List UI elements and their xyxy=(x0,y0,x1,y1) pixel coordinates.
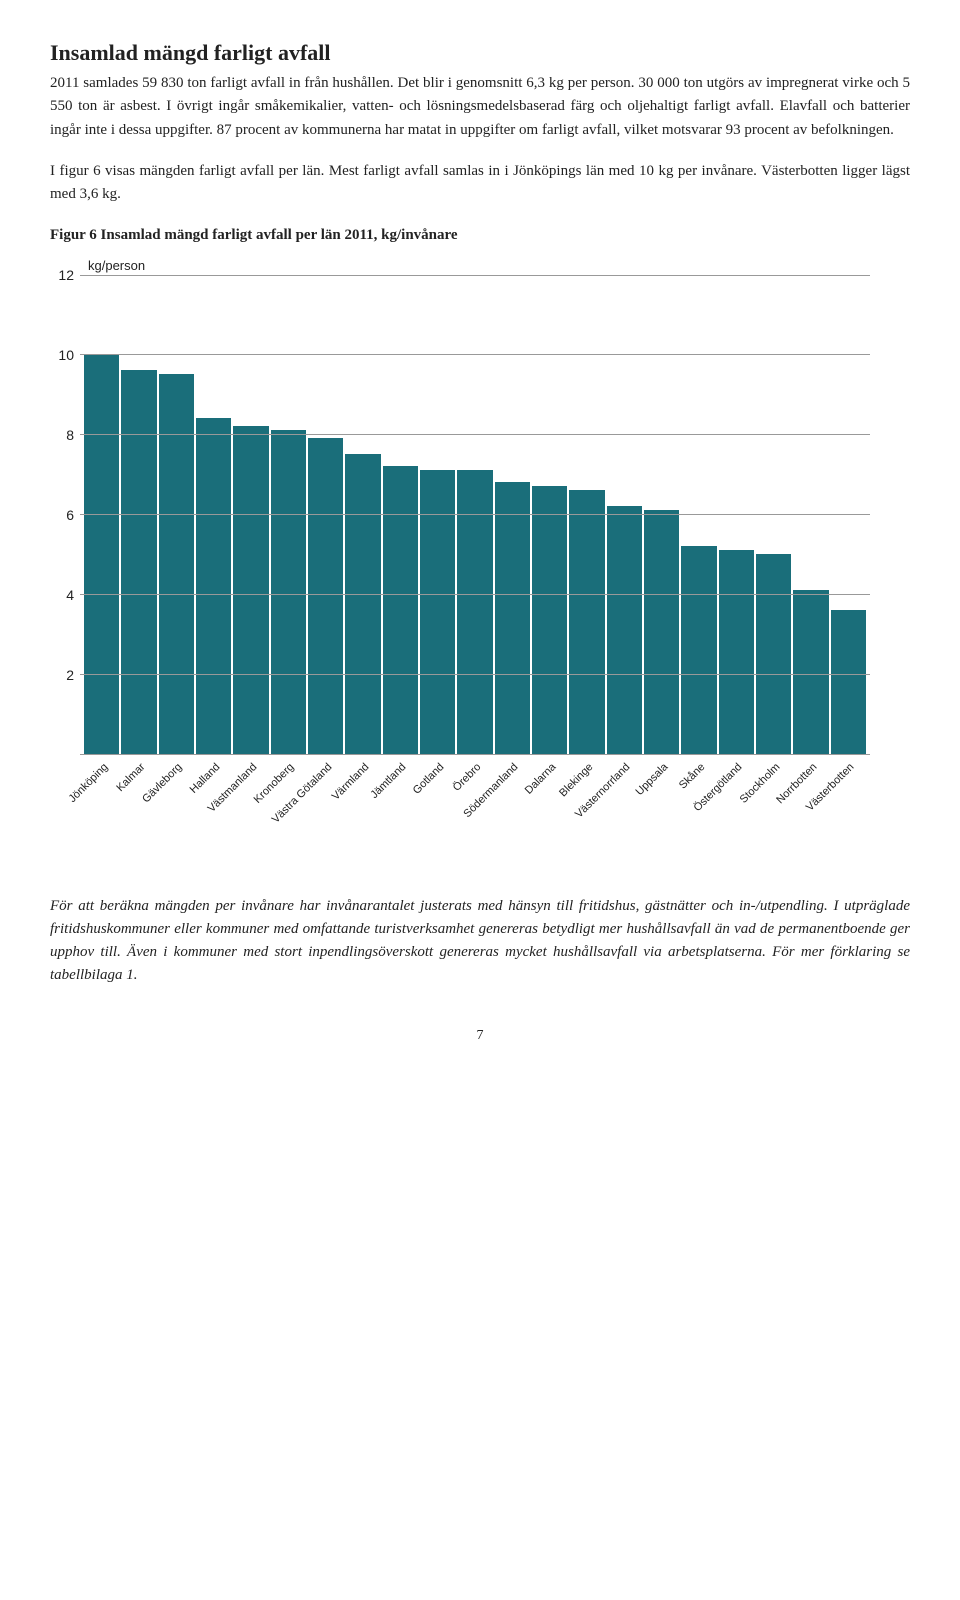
figure-title: Figur 6 Insamlad mängd farligt avfall pe… xyxy=(50,224,910,247)
x-tick-label: Västerbotten xyxy=(831,755,866,875)
gridline xyxy=(80,434,870,435)
x-tick-label: Västmanland xyxy=(233,755,268,875)
x-tick-label: Norrbotten xyxy=(793,755,828,875)
x-axis-labels: JönköpingKalmarGävleborgHallandVästmanla… xyxy=(80,755,870,875)
paragraph-1: 2011 samlades 59 830 ton farligt avfall … xyxy=(50,72,910,142)
bar xyxy=(84,354,119,753)
bar xyxy=(196,418,231,753)
x-tick-label: Västra Götaland xyxy=(308,755,343,875)
bar xyxy=(457,470,492,753)
x-tick-label: Uppsala xyxy=(644,755,679,875)
paragraph-2: I figur 6 visas mängden farligt avfall p… xyxy=(50,160,910,207)
y-tick-label: 12 xyxy=(50,267,74,283)
x-tick-label: Södermanland xyxy=(495,755,530,875)
gridline xyxy=(80,514,870,515)
bar xyxy=(681,546,716,754)
x-tick-label: Jämtland xyxy=(383,755,418,875)
y-tick-label: 8 xyxy=(50,427,74,443)
bar xyxy=(308,438,343,753)
section-heading: Insamlad mängd farligt avfall xyxy=(50,40,910,66)
bar xyxy=(233,426,268,753)
y-tick-label: 4 xyxy=(50,587,74,603)
x-tick-label: Gävleborg xyxy=(159,755,194,875)
gridline xyxy=(80,354,870,355)
bar xyxy=(383,466,418,753)
bar xyxy=(159,374,194,753)
chart-container: kg/person 12 10 8 6 4 2 JönköpingKalmarGävleb… xyxy=(50,258,870,875)
x-tick-label: Kalmar xyxy=(121,755,156,875)
bar xyxy=(607,506,642,753)
bar xyxy=(719,550,754,754)
bar xyxy=(532,486,567,753)
x-tick-label: Stockholm xyxy=(756,755,791,875)
x-tick-label: Skåne xyxy=(681,755,716,875)
bar xyxy=(831,610,866,754)
y-axis-unit-label: kg/person xyxy=(88,258,870,273)
y-tick-label: 2 xyxy=(50,667,74,683)
footnote: För att beräkna mängden per invånare har… xyxy=(50,895,910,988)
x-tick-label: Gotland xyxy=(420,755,455,875)
bar xyxy=(495,482,530,753)
x-tick-label: Dalarna xyxy=(532,755,567,875)
gridline xyxy=(80,275,870,276)
x-tick-label: Värmland xyxy=(345,755,380,875)
y-tick-label: 6 xyxy=(50,507,74,523)
bar xyxy=(756,554,791,754)
bar xyxy=(121,370,156,753)
x-tick-label: Östergötland xyxy=(719,755,754,875)
x-tick-label: Västernorrland xyxy=(607,755,642,875)
plot-area xyxy=(80,275,870,755)
bar xyxy=(271,430,306,753)
y-tick-label: 10 xyxy=(50,347,74,363)
page-number: 7 xyxy=(50,1028,910,1044)
bar xyxy=(569,490,604,753)
plot: 12108642 xyxy=(50,275,870,755)
gridline xyxy=(80,594,870,595)
bar xyxy=(420,470,455,753)
x-tick-label: Jönköping xyxy=(84,755,119,875)
gridline xyxy=(80,674,870,675)
bar xyxy=(644,510,679,753)
y-axis: 12108642 xyxy=(50,275,80,755)
bar xyxy=(793,590,828,754)
bar xyxy=(345,454,380,753)
